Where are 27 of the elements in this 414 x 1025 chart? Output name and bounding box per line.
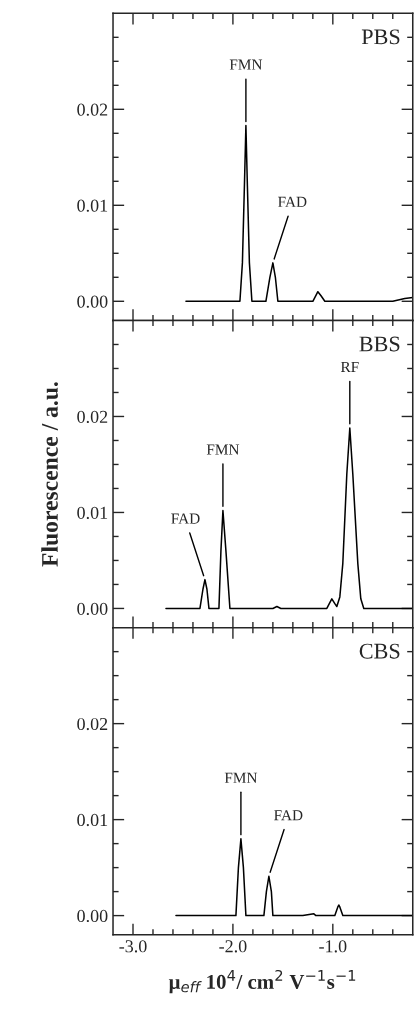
text: μ$_{eff}$ 10$^{4}$/ cm$^{2}$ V$^{−1}$s$^{−1}$ [168,969,356,994]
annotation: FAD [274,810,303,821]
y-tick-label: 0.01 [77,199,108,212]
annotation: FMN [229,59,263,70]
line-series [165,427,413,610]
annotation: FAD [278,196,307,207]
y-tick-label: 0.01 [77,813,108,827]
y-tick-label: 0.02 [77,717,108,731]
y-tick-label: 0.02 [77,103,108,116]
annotation: FMN [206,444,240,455]
y-axis-title: Fluorescence / a.u. [41,382,58,567]
y-tick-label: 0.02 [77,410,108,423]
y-tick-label: 0.00 [77,602,108,615]
y-tick-label: 0.00 [77,295,108,308]
y-tick-label: 0.00 [77,909,108,923]
line-series [185,124,413,303]
annotation: RF [340,361,359,372]
annotation: FMN [224,772,258,783]
annotation: BBS [359,336,400,352]
x-tick-label: -3.0 [119,940,147,953]
line-series [175,838,413,917]
x-tick-label: -1.0 [319,940,347,953]
annotation: FAD [171,513,200,524]
annotation: PBS [361,29,400,45]
y-tick-label: 0.01 [77,506,108,519]
annotation: CBS [359,643,400,659]
x-tick-label: -2.0 [219,940,247,953]
